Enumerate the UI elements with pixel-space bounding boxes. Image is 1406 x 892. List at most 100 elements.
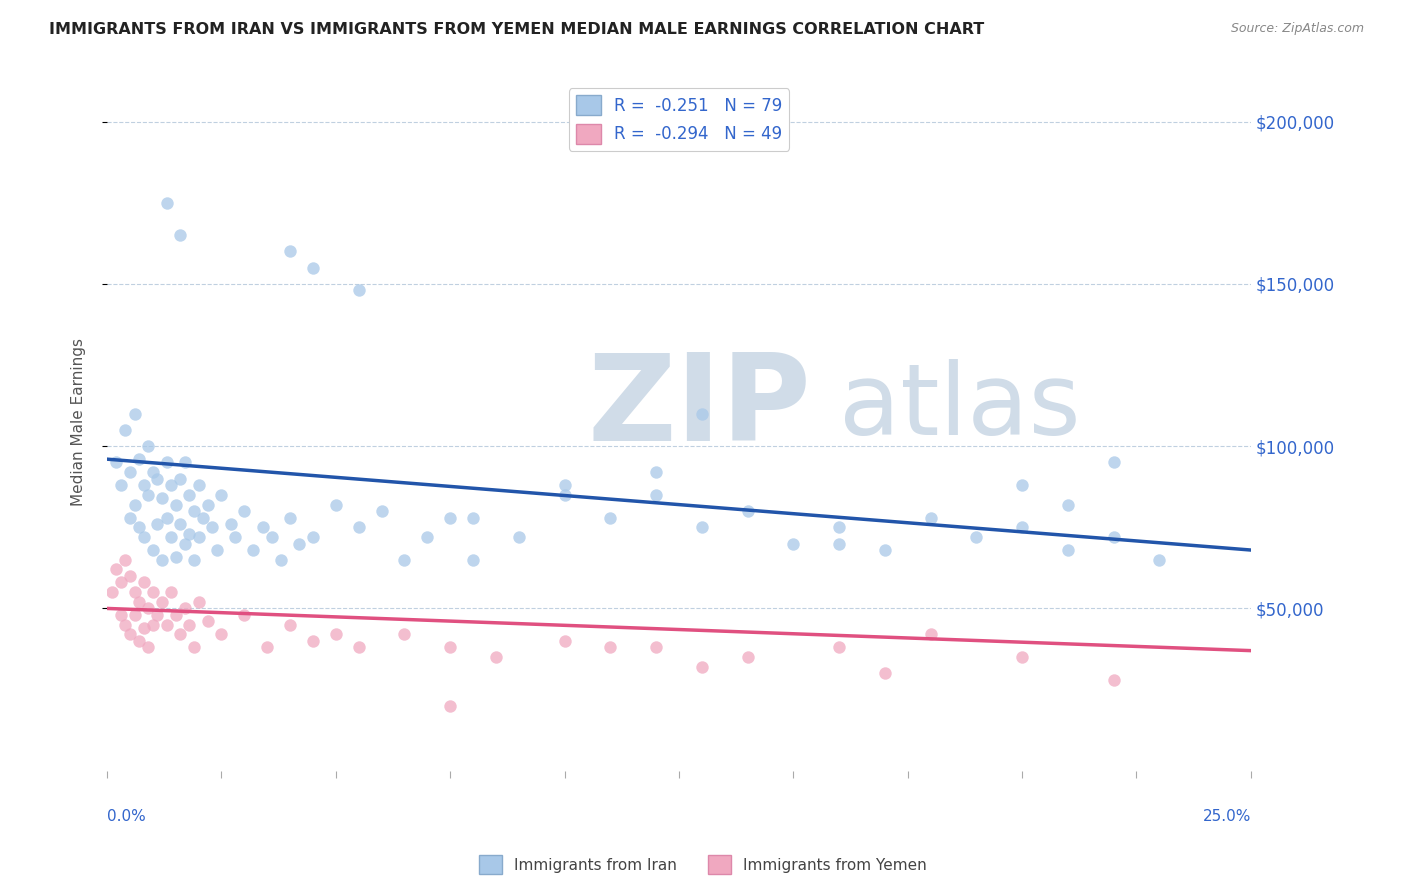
- Point: [110, 478, 132, 492]
- Point: [485, 650, 508, 665]
- Point: [169, 228, 191, 243]
- Point: [169, 627, 191, 641]
- Point: [179, 526, 201, 541]
- Y-axis label: Median Male Earnings: Median Male Earnings: [72, 338, 86, 506]
- Point: [142, 585, 165, 599]
- Point: [124, 607, 146, 622]
- Point: [169, 517, 191, 532]
- Point: [224, 530, 246, 544]
- Point: [325, 627, 347, 641]
- Point: [142, 617, 165, 632]
- Point: [132, 621, 155, 635]
- Point: [146, 517, 169, 532]
- Point: [439, 510, 461, 524]
- Point: [173, 455, 195, 469]
- Point: [155, 510, 177, 524]
- Point: [136, 439, 159, 453]
- Point: [737, 504, 759, 518]
- Point: [278, 617, 301, 632]
- Text: 0.0%: 0.0%: [107, 809, 146, 824]
- Point: [302, 260, 325, 275]
- Point: [118, 569, 141, 583]
- Point: [370, 504, 392, 518]
- Point: [114, 617, 136, 632]
- Point: [105, 455, 128, 469]
- Point: [155, 455, 177, 469]
- Point: [599, 510, 621, 524]
- Point: [183, 504, 205, 518]
- Point: [191, 510, 214, 524]
- Point: [160, 585, 183, 599]
- Point: [187, 595, 209, 609]
- Point: [1102, 530, 1125, 544]
- Point: [197, 615, 219, 629]
- Point: [873, 543, 896, 558]
- Point: [155, 195, 177, 210]
- Point: [439, 698, 461, 713]
- Point: [132, 530, 155, 544]
- Point: [118, 465, 141, 479]
- Point: [461, 553, 484, 567]
- Point: [179, 488, 201, 502]
- Point: [169, 472, 191, 486]
- Point: [288, 536, 311, 550]
- Point: [645, 640, 668, 655]
- Point: [179, 617, 201, 632]
- Point: [920, 627, 942, 641]
- Point: [105, 562, 128, 576]
- Point: [124, 407, 146, 421]
- Point: [347, 640, 370, 655]
- Point: [347, 284, 370, 298]
- Point: [118, 627, 141, 641]
- Point: [110, 607, 132, 622]
- Point: [302, 530, 325, 544]
- Point: [132, 575, 155, 590]
- Point: [165, 549, 187, 564]
- Point: [1149, 553, 1171, 567]
- Point: [260, 530, 283, 544]
- Point: [110, 575, 132, 590]
- Point: [128, 595, 150, 609]
- Point: [416, 530, 439, 544]
- Point: [782, 536, 804, 550]
- Point: [278, 244, 301, 259]
- Legend: Immigrants from Iran, Immigrants from Yemen: Immigrants from Iran, Immigrants from Ye…: [474, 849, 932, 880]
- Point: [183, 640, 205, 655]
- Point: [252, 520, 274, 534]
- Point: [128, 520, 150, 534]
- Point: [160, 478, 183, 492]
- Point: [187, 530, 209, 544]
- Point: [1011, 520, 1033, 534]
- Point: [690, 660, 713, 674]
- Point: [1102, 455, 1125, 469]
- Point: [1102, 673, 1125, 687]
- Point: [439, 640, 461, 655]
- Point: [599, 640, 621, 655]
- Point: [242, 543, 264, 558]
- Point: [233, 504, 256, 518]
- Point: [114, 553, 136, 567]
- Point: [165, 607, 187, 622]
- Point: [394, 553, 416, 567]
- Text: atlas: atlas: [839, 359, 1081, 457]
- Point: [160, 530, 183, 544]
- Point: [1011, 478, 1033, 492]
- Point: [187, 478, 209, 492]
- Point: [219, 517, 242, 532]
- Point: [118, 510, 141, 524]
- Point: [508, 530, 530, 544]
- Point: [128, 452, 150, 467]
- Point: [128, 633, 150, 648]
- Point: [828, 640, 851, 655]
- Point: [828, 536, 851, 550]
- Point: [150, 553, 173, 567]
- Point: [690, 520, 713, 534]
- Point: [209, 627, 232, 641]
- Point: [197, 498, 219, 512]
- Point: [554, 478, 576, 492]
- Point: [1056, 498, 1078, 512]
- Point: [233, 607, 256, 622]
- Text: IMMIGRANTS FROM IRAN VS IMMIGRANTS FROM YEMEN MEDIAN MALE EARNINGS CORRELATION C: IMMIGRANTS FROM IRAN VS IMMIGRANTS FROM …: [49, 22, 984, 37]
- Point: [165, 498, 187, 512]
- Point: [150, 491, 173, 505]
